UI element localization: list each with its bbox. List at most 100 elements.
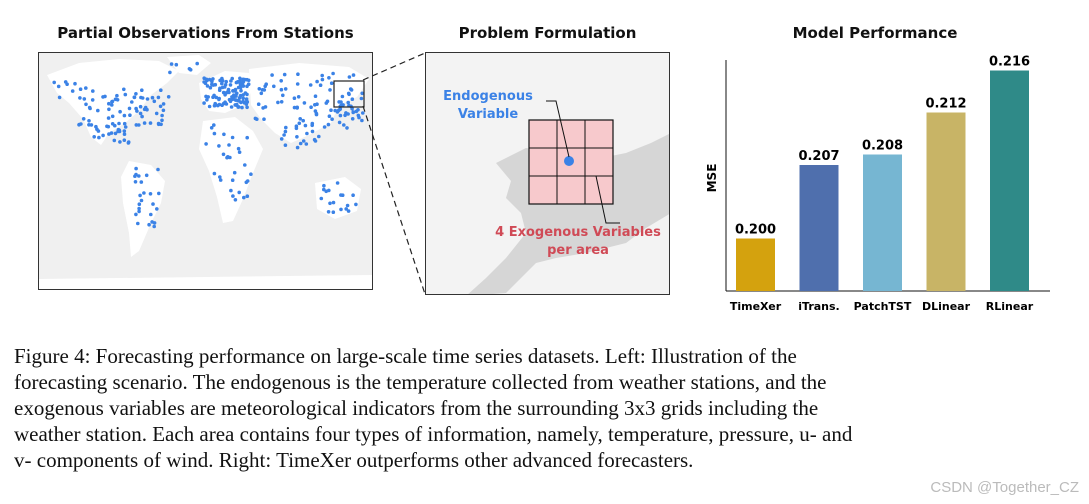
- station-dot: [134, 166, 138, 171]
- station-dot: [140, 114, 144, 119]
- station-dot: [245, 77, 249, 82]
- station-dot: [212, 123, 216, 127]
- station-dot: [203, 81, 208, 85]
- station-dot: [262, 117, 266, 121]
- station-dot: [305, 131, 309, 136]
- station-dot: [313, 94, 318, 98]
- station-dot: [157, 191, 161, 196]
- station-dot: [327, 114, 332, 118]
- station-dot: [122, 129, 127, 133]
- station-dot: [211, 95, 215, 99]
- station-dot: [345, 126, 349, 130]
- station-dot: [302, 101, 307, 105]
- station-dot: [97, 135, 101, 140]
- bar-rlinear: [990, 70, 1029, 291]
- exogenous-label-line1: 4 Exogenous Variables: [495, 225, 661, 240]
- station-dot: [283, 129, 288, 134]
- station-dot: [187, 67, 192, 71]
- station-dot: [272, 84, 276, 89]
- station-dot: [339, 207, 343, 212]
- station-dot: [259, 91, 264, 96]
- exogenous-label-line2: per area: [547, 243, 609, 258]
- station-dot: [331, 210, 336, 214]
- station-dot: [168, 70, 172, 75]
- station-dot: [347, 75, 352, 79]
- station-dot: [122, 121, 127, 126]
- bar-value-label: 0.207: [798, 149, 839, 164]
- bar-value-label: 0.208: [862, 139, 903, 154]
- station-dot: [245, 179, 250, 183]
- station-dot: [295, 82, 300, 86]
- station-dot: [329, 81, 334, 85]
- station-dot: [238, 81, 242, 85]
- station-dot: [161, 102, 166, 106]
- station-dot: [113, 131, 118, 136]
- station-dot: [123, 125, 128, 129]
- bar-itrans-: [799, 165, 839, 291]
- station-dot: [246, 82, 251, 86]
- station-dot: [279, 87, 284, 92]
- station-dot: [195, 61, 199, 66]
- station-dot: [339, 100, 343, 104]
- endogenous-station-dot: [564, 156, 574, 166]
- station-dot: [101, 133, 105, 138]
- station-dot: [236, 98, 240, 103]
- station-dot: [138, 104, 143, 109]
- station-dot: [322, 183, 326, 188]
- greenland-landmass: [167, 55, 211, 75]
- station-dot: [174, 62, 179, 67]
- station-dot: [217, 97, 221, 102]
- station-dot: [213, 82, 218, 87]
- left-panel-title: Partial Observations From Stations: [57, 24, 354, 42]
- station-dot: [241, 77, 245, 82]
- station-dot: [133, 180, 138, 184]
- station-dot: [52, 80, 56, 85]
- station-dot: [335, 110, 340, 114]
- station-dot: [229, 188, 233, 193]
- station-dot: [148, 192, 153, 196]
- station-dot: [245, 105, 249, 110]
- station-dot: [279, 79, 283, 83]
- station-dot: [73, 81, 77, 86]
- station-dot: [236, 146, 241, 151]
- endogenous-pointer: [546, 100, 570, 158]
- station-dot: [242, 195, 246, 200]
- station-dot: [134, 212, 138, 217]
- station-dot: [337, 120, 342, 125]
- station-dot: [210, 82, 214, 87]
- station-dot: [360, 91, 365, 96]
- station-dot: [78, 96, 82, 100]
- x-tick-label: TimeXer: [730, 300, 782, 313]
- station-dot: [92, 135, 96, 139]
- station-dot: [359, 96, 364, 101]
- station-dot: [122, 113, 127, 118]
- station-dot: [240, 105, 244, 110]
- station-dot: [113, 123, 117, 128]
- zoom-selection-box: [333, 80, 365, 108]
- australia-landmass: [315, 177, 361, 219]
- station-dot: [156, 122, 161, 127]
- station-dot: [205, 98, 209, 102]
- model-performance-chart: MSE 0.200 TimeXer 0.207 iTrans. 0.208 PatchTS…: [700, 48, 1060, 328]
- station-dot: [308, 83, 313, 87]
- station-dot: [136, 221, 140, 226]
- station-dot: [87, 119, 91, 123]
- station-dot: [134, 106, 138, 111]
- station-dot: [107, 101, 111, 106]
- station-dot: [117, 121, 121, 126]
- station-dot: [208, 85, 213, 90]
- station-dot: [151, 202, 155, 206]
- station-dot: [218, 178, 223, 182]
- station-dot: [106, 116, 111, 120]
- caption-line: Figure 4: Forecasting performance on lar…: [14, 344, 797, 368]
- station-dot: [325, 99, 330, 104]
- station-dot: [244, 97, 249, 101]
- station-dot: [244, 102, 249, 106]
- station-dot: [156, 167, 160, 172]
- station-dot: [134, 172, 138, 177]
- station-dot: [224, 102, 229, 106]
- station-dot: [241, 96, 245, 101]
- station-dot: [228, 99, 233, 104]
- station-dot: [122, 138, 127, 142]
- station-dot: [354, 202, 358, 207]
